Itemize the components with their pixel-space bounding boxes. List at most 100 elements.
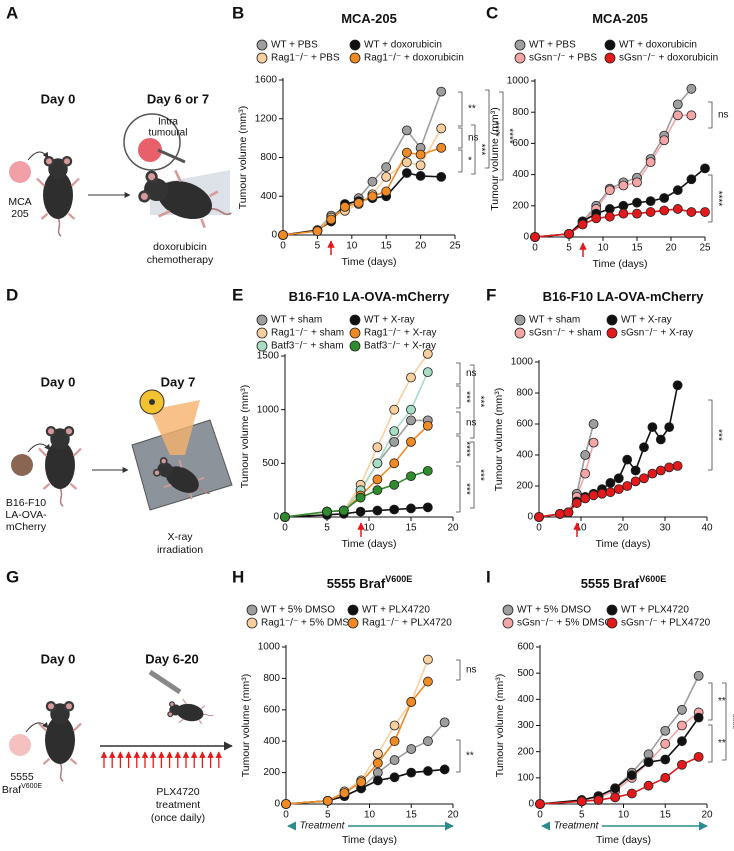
bracket [708, 682, 713, 721]
bracket [456, 739, 461, 773]
inset-label: Intra [158, 117, 178, 128]
data-point [660, 772, 671, 783]
y-tick-label: 1500 [257, 351, 280, 362]
x-tick-label: 5 [324, 523, 330, 534]
x-tick-label: 20 [665, 243, 677, 254]
x-tick-label: 0 [536, 523, 542, 534]
x-tick-label: 25 [449, 241, 461, 252]
significance-label: *** [474, 396, 485, 408]
data-point [422, 367, 433, 378]
series-line [285, 681, 429, 805]
data-point [643, 757, 654, 768]
data-point [693, 712, 704, 723]
panel-letter: D [6, 285, 18, 304]
data-point [439, 717, 450, 728]
data-point [672, 99, 683, 110]
panel-letter: G [6, 567, 19, 586]
bracket [708, 101, 713, 129]
data-point [389, 772, 400, 783]
cell-label: BrafV600E [2, 783, 43, 796]
bracket [470, 441, 475, 509]
legend-marker [514, 39, 526, 51]
chart: 5555 BrafV600E WT + 5% DMSO Rag1⁻/⁻ + 5% D… [240, 574, 477, 845]
y-tick-label: 400 [512, 169, 529, 180]
data-point [381, 171, 392, 182]
significance-label: ns [466, 368, 477, 379]
schematic-g: Day 0 Day 6-20 5555 BrafV600E PLX4720 tr… [2, 651, 233, 824]
data-point [686, 83, 697, 94]
x-tick-label: 20 [415, 241, 427, 252]
data-point [693, 752, 704, 762]
data-point [534, 512, 544, 522]
y-tick-label: 300 [517, 720, 534, 731]
series-line [282, 147, 442, 236]
treatment-label: treatment [156, 799, 200, 811]
panel-letter: I [486, 567, 491, 586]
data-point [660, 738, 671, 749]
data-point [355, 492, 366, 503]
data-point [415, 160, 426, 171]
x-tick-label: 20 [701, 810, 713, 821]
y-tick-label: 0 [528, 799, 534, 810]
data-point [406, 697, 417, 707]
cell-cluster [11, 454, 33, 476]
legend-label: WT + X-ray [621, 315, 672, 326]
x-tick-label: 5 [315, 241, 321, 252]
legend-marker [347, 617, 359, 629]
day-label: Day 7 [161, 374, 196, 389]
bracket [499, 91, 504, 181]
significance-label: ns [468, 133, 479, 144]
series-line [538, 385, 679, 518]
chart-title: 5555 BrafV600E [327, 574, 413, 591]
bracket [456, 435, 461, 463]
legend-marker [502, 617, 514, 629]
y-tick-label: 0 [271, 230, 277, 241]
data-point [389, 404, 400, 415]
data-point [353, 198, 364, 208]
legend-marker [256, 39, 268, 51]
bracket [471, 124, 476, 175]
x-tick-label: 20 [447, 523, 459, 534]
x-tick-label: 0 [282, 523, 288, 534]
data-point [700, 207, 710, 217]
legend-marker [347, 604, 359, 616]
data-point [423, 654, 433, 665]
legend-label: Rag1⁻/⁻ + PLX4720 [362, 618, 452, 629]
y-tick-label: 600 [516, 419, 533, 430]
x-tick-label: 10 [363, 523, 375, 534]
legend-marker [349, 39, 361, 51]
data-point [655, 465, 666, 476]
legend-marker [606, 604, 618, 616]
significance-label: *** [475, 144, 486, 156]
y-tick-label: 500 [517, 668, 534, 679]
data-point [401, 147, 412, 158]
radiation-icon [149, 399, 155, 405]
legend-label: WT + X-ray [364, 315, 415, 326]
y-tick-label: 0 [273, 512, 279, 523]
data-point [645, 196, 656, 207]
y-tick-label: 1000 [257, 404, 280, 415]
legend-label: WT + PBS [529, 40, 576, 51]
legend-label: Rag1⁻/⁻ + sham [271, 328, 344, 339]
series-line [284, 419, 428, 518]
beam [150, 400, 200, 455]
data-point [672, 380, 683, 391]
series-line [284, 425, 429, 518]
treatment-label: X-ray [167, 531, 193, 543]
data-point [339, 788, 350, 798]
x-tick-label: 15 [405, 523, 417, 534]
legend-label: Rag1⁻/⁻ + doxorubicin [364, 53, 464, 64]
data-point [530, 232, 540, 242]
panel-letter: A [6, 3, 18, 22]
data-point [686, 174, 697, 185]
significance-label: **** [712, 191, 723, 207]
legend-marker [349, 52, 361, 64]
bracket [458, 91, 463, 127]
data-point [664, 422, 675, 433]
data-point [610, 783, 621, 794]
data-point [626, 770, 637, 781]
chart-title-text: B16-F10 LA-OVA-mCherry [289, 289, 451, 304]
y-tick-label: 1000 [511, 357, 534, 368]
mouse-icon [37, 699, 83, 784]
bracket [456, 362, 461, 385]
